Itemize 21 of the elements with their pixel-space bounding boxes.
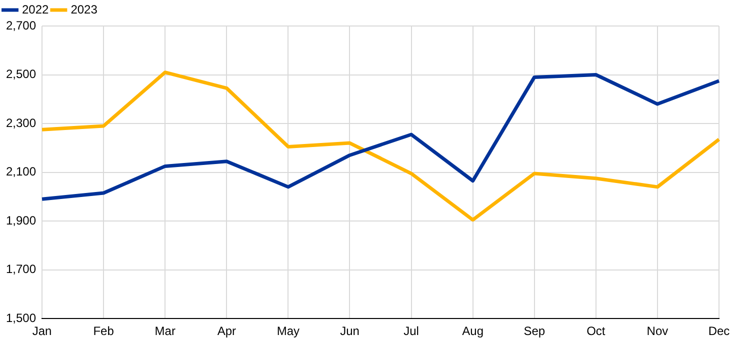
x-tick-label: May	[276, 324, 300, 338]
x-tick-label: Apr	[217, 324, 236, 338]
y-tick-label: 2,300	[6, 116, 36, 130]
legend-label: 2022	[22, 2, 50, 16]
x-tick-label: Jan	[32, 324, 52, 338]
y-tick-label: 1,500	[6, 310, 36, 325]
x-tick-label: Aug	[462, 324, 484, 338]
y-tick-label: 1,700	[6, 262, 36, 276]
x-tick-label: Jun	[340, 324, 360, 338]
x-tick-label: Dec	[708, 324, 730, 338]
x-tick-label: Mar	[154, 324, 176, 338]
y-tick-label: 2,100	[6, 164, 36, 179]
x-tick-label: Sep	[524, 324, 546, 338]
y-tick-label: 2,500	[6, 67, 36, 82]
x-tick-label: Feb	[93, 324, 114, 338]
y-tick-label: 1,900	[6, 213, 36, 228]
x-tick-label: Oct	[586, 324, 606, 338]
x-tick-label: Nov	[646, 324, 668, 338]
legend-label: 2023	[70, 2, 98, 16]
y-tick-label: 2,700	[6, 18, 36, 32]
x-tick-label: Jul	[404, 324, 419, 338]
